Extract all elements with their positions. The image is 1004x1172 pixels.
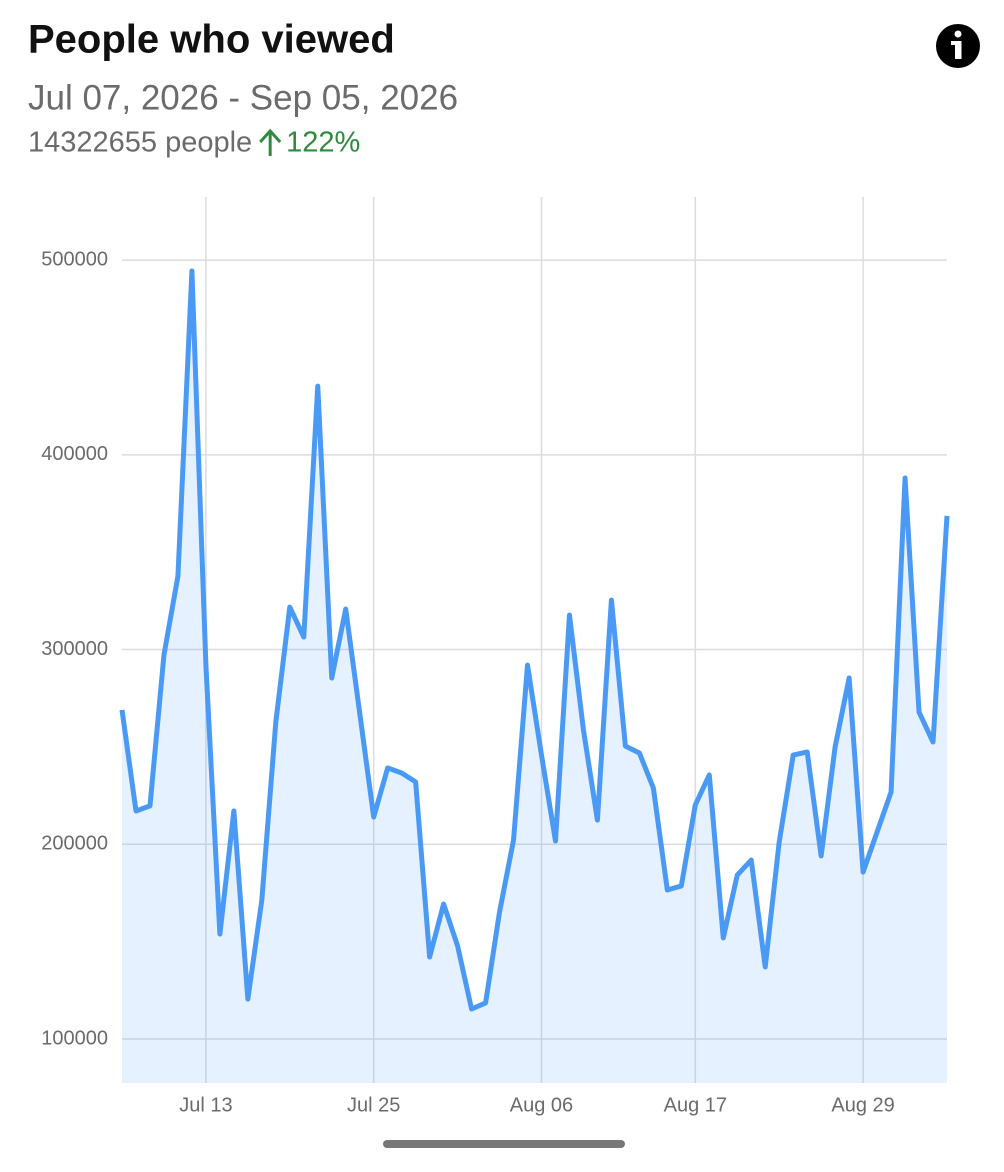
info-button[interactable] <box>936 24 980 68</box>
x-tick-label: Aug 17 <box>664 1094 727 1116</box>
y-tick-label: 300000 <box>41 638 108 660</box>
y-tick-label: 400000 <box>41 443 108 465</box>
x-tick-label: Jul 13 <box>179 1094 232 1116</box>
area-fill <box>122 270 947 1083</box>
x-tick-label: Aug 29 <box>831 1094 894 1116</box>
change-percent: 122% <box>286 127 360 159</box>
line <box>119 268 950 1012</box>
x-tick-label: Jul 25 <box>347 1094 400 1116</box>
home-indicator <box>383 1140 625 1148</box>
up-arrow-icon <box>259 128 282 156</box>
y-tick-label: 200000 <box>41 833 108 855</box>
x-tick-label: Aug 06 <box>510 1094 573 1116</box>
chart: 100000 200000 300000 400000 500000 Jul 13 Jul … <box>41 197 950 1116</box>
title: People who viewed <box>28 18 395 62</box>
date-range: Jul 07, 2026 - Sep 05, 2026 <box>28 78 458 117</box>
y-tick-label: 500000 <box>41 248 108 270</box>
people-count: 14322655 people <box>28 127 252 159</box>
y-tick-label: 100000 <box>41 1027 108 1049</box>
